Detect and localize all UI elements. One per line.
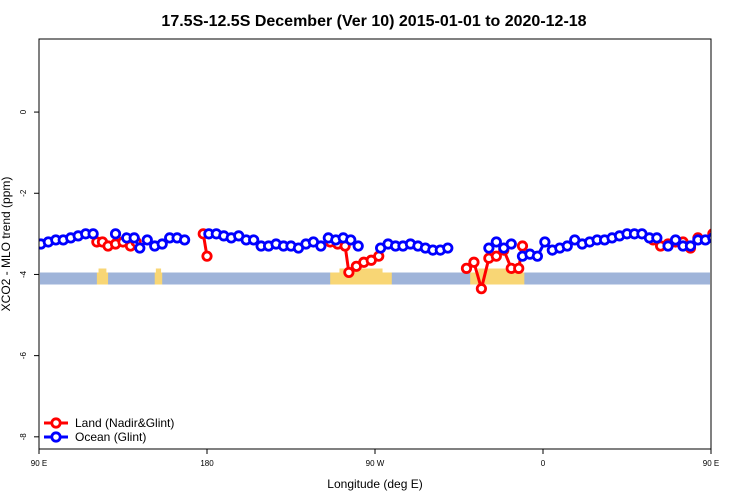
y-tick-label: -6	[19, 352, 28, 360]
data-point	[87, 228, 99, 240]
data-point	[483, 242, 495, 254]
land-ocean-strip	[40, 268, 710, 285]
legend-label: Land (Nadir&Glint)	[75, 416, 174, 430]
data-point	[490, 236, 502, 248]
data-point	[707, 232, 711, 244]
y-axis: 0 -2 -4 -6 -8	[19, 109, 39, 440]
data-point	[128, 232, 140, 244]
data-point	[561, 240, 573, 252]
y-tick-label: -4	[19, 270, 28, 278]
legend-label: Ocean (Glint)	[75, 430, 146, 444]
land-band	[478, 268, 517, 273]
data-point	[442, 242, 454, 254]
land-band	[96, 272, 109, 285]
data-point	[513, 262, 525, 274]
data-point	[134, 242, 146, 254]
data-point	[248, 234, 260, 246]
legend-item: Land (Nadir&Glint)	[44, 416, 174, 430]
legend-marker	[50, 431, 62, 443]
data-point	[531, 250, 544, 262]
data-point	[684, 240, 697, 252]
land-band	[155, 268, 162, 273]
land-band	[339, 268, 383, 273]
x-tick-label: 180	[200, 459, 214, 468]
data-point	[460, 262, 473, 274]
data-point	[179, 234, 191, 246]
legend: Land (Nadir&Glint)Ocean (Glint)	[44, 416, 174, 444]
series-ocean-glint-	[39, 228, 711, 262]
data-point	[539, 236, 551, 248]
series-layer	[39, 228, 711, 295]
data-point	[490, 250, 502, 262]
y-tick-label: 0	[19, 109, 28, 114]
data-point	[516, 240, 529, 252]
data-point	[345, 234, 357, 246]
y-tick-label: -2	[19, 189, 28, 197]
data-point	[141, 234, 153, 246]
x-tick-label: 0	[541, 459, 546, 468]
y-axis-label: XCO2 - MLO trend (ppm)	[0, 177, 13, 312]
data-point	[156, 238, 168, 250]
x-tick-label: 90 E	[703, 459, 719, 468]
legend-item: Ocean (Glint)	[44, 430, 146, 444]
data-point	[475, 283, 487, 295]
x-tick-label: 90 E	[31, 459, 47, 468]
x-axis-label: Longitude (deg E)	[327, 477, 422, 491]
data-point	[662, 240, 674, 252]
data-point	[315, 240, 327, 252]
data-point	[343, 266, 355, 279]
land-band	[154, 272, 163, 285]
legend-marker	[50, 417, 62, 429]
data-point	[201, 250, 213, 262]
y-tick-label: -8	[19, 433, 28, 441]
land-band	[330, 272, 392, 285]
land-band	[98, 268, 107, 273]
data-point	[352, 240, 364, 252]
data-point	[651, 232, 663, 244]
x-axis: 90 E 180 90 W 0 90 E	[31, 449, 719, 468]
data-point	[109, 228, 122, 240]
chart-title: 17.5S-12.5S December (Ver 10) 2015-01-01…	[161, 13, 586, 30]
data-point	[669, 234, 682, 246]
data-point	[505, 238, 517, 250]
x-tick-label: 90 W	[366, 459, 385, 468]
data-point	[468, 256, 480, 268]
